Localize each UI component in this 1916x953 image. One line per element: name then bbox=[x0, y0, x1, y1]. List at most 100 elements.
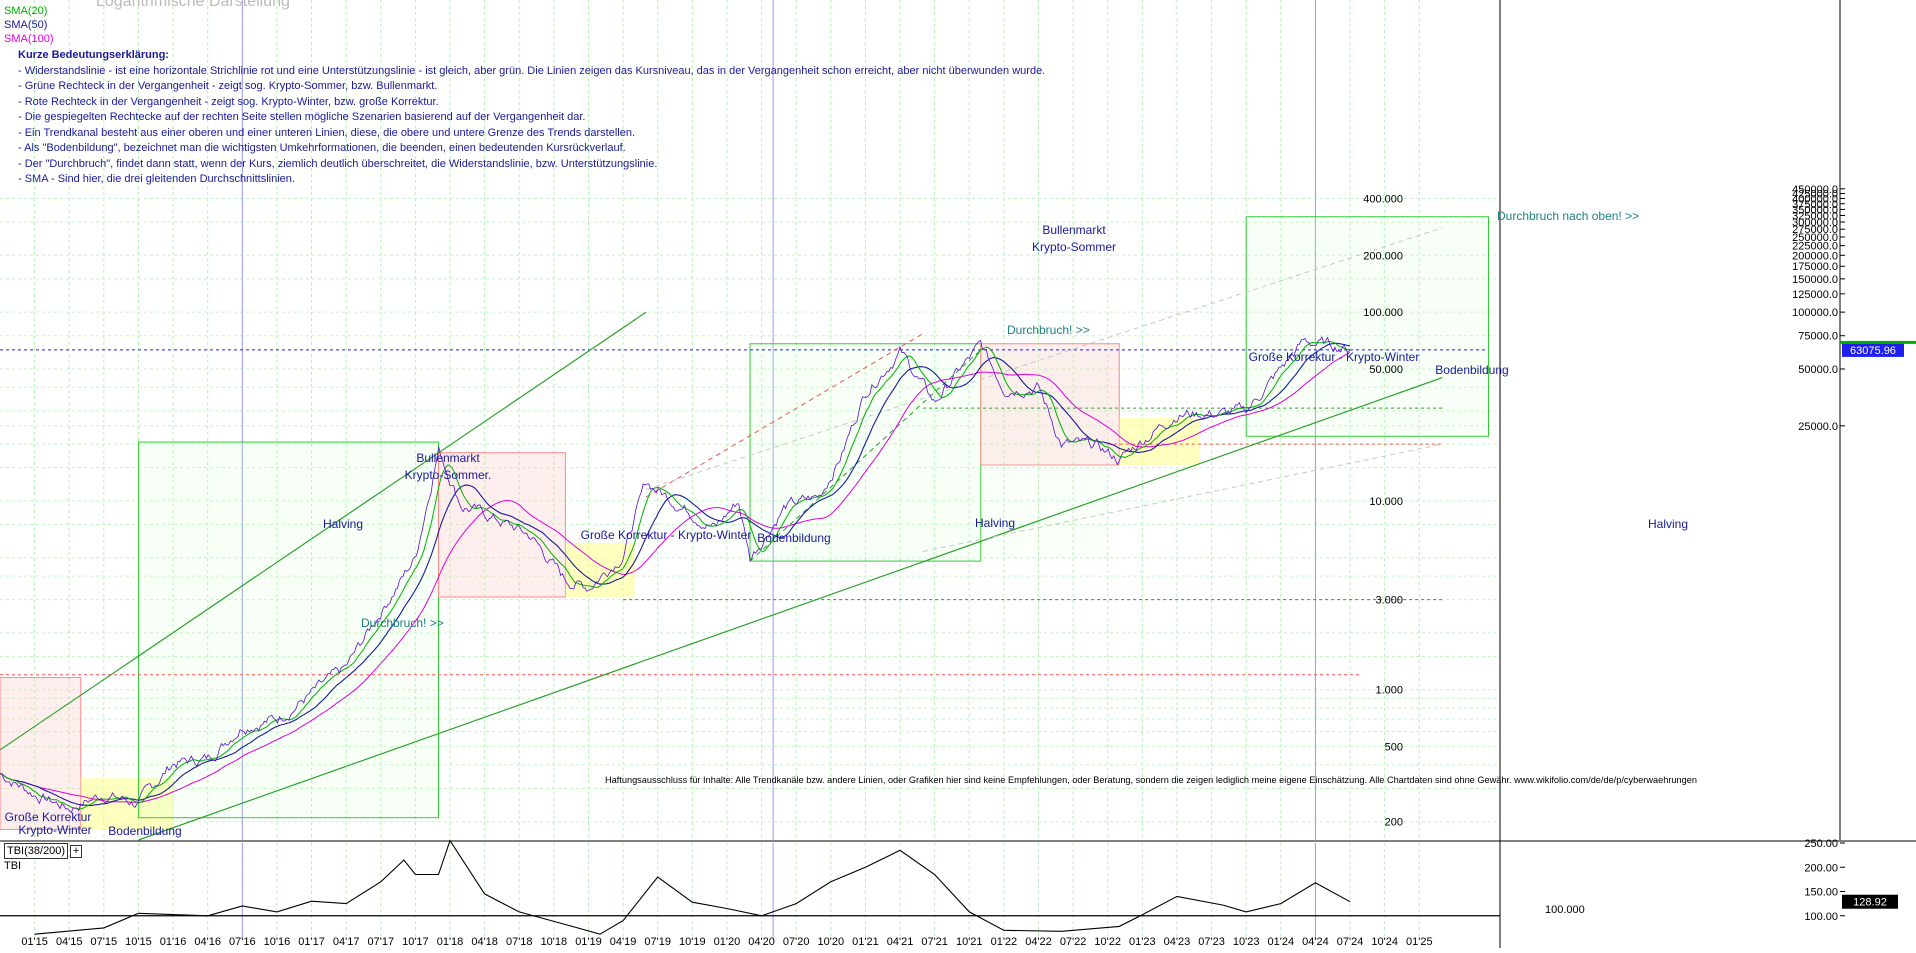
x-tick-label: 01'17 bbox=[298, 936, 325, 948]
sma20-line bbox=[0, 340, 1351, 810]
y-tick-label: 200.000 bbox=[1363, 250, 1403, 262]
legend-sma50: SMA(50) bbox=[4, 19, 48, 31]
zone-rect-red bbox=[0, 677, 82, 830]
annotation-bull1: Bullenmarkt bbox=[416, 451, 480, 465]
x-tick-label: 10'23 bbox=[1233, 936, 1260, 948]
x-tick-label: 04'18 bbox=[471, 936, 498, 948]
right-tick-label: 375000.0 bbox=[1792, 199, 1838, 211]
annotation-korrektur-1a: Große Korrektur bbox=[5, 810, 92, 824]
x-tick-label: 04'19 bbox=[610, 936, 637, 948]
annotation-durchbruch-1: Durchbruch! >> bbox=[361, 616, 444, 630]
notes: Kurze Bedeutungserklärung: - Widerstands… bbox=[18, 48, 1045, 188]
zone-rect-red bbox=[980, 343, 1120, 466]
legend-sma100: SMA(100) bbox=[4, 33, 54, 45]
annotation-bull2: Bullenmarkt bbox=[1042, 223, 1106, 237]
x-tick-label: 01'21 bbox=[852, 936, 879, 948]
x-tick-label: 01'20 bbox=[714, 936, 741, 948]
x-tick-label: 01'15 bbox=[21, 936, 48, 948]
x-tick-label: 04'16 bbox=[194, 936, 221, 948]
right-tick-label: 175000.0 bbox=[1792, 261, 1838, 273]
annotation-bull2-sub: Krypto-Sommer bbox=[1032, 240, 1116, 254]
annotation-korrektur-1b: Krypto-Winter bbox=[18, 823, 91, 837]
notes-line: - Als "Bodenbildung", bezeichnet man die… bbox=[18, 142, 626, 154]
tbi-name: TBI bbox=[4, 860, 22, 872]
x-tick-label: 01'23 bbox=[1129, 936, 1156, 948]
y-tick-label: 3.000 bbox=[1375, 595, 1403, 607]
x-tick-label: 10'20 bbox=[818, 936, 845, 948]
zone-rect-green bbox=[749, 343, 982, 562]
trend-line bbox=[646, 227, 1443, 490]
tbi-indicator-label[interactable]: TBI(38/200) bbox=[4, 843, 69, 859]
tbi-reference-label: 100.000 bbox=[1545, 904, 1585, 916]
x-tick-label: 01'24 bbox=[1268, 936, 1295, 948]
right-tick-label: 300000.0 bbox=[1792, 217, 1838, 229]
notes-line: - Die gespiegelten Rechtecke auf der rec… bbox=[18, 111, 586, 123]
annotation-boden-1: Bodenbildung bbox=[108, 824, 181, 838]
x-tick-label: 10'16 bbox=[264, 936, 291, 948]
right-tick-label: 200000.0 bbox=[1792, 250, 1838, 262]
zone-rect-yellow bbox=[565, 542, 635, 597]
x-tick-label: 07'17 bbox=[367, 936, 394, 948]
right-tick-label: 150000.0 bbox=[1792, 274, 1838, 286]
zone-rect-green-ghost bbox=[980, 348, 1108, 562]
notes-line: - Ein Trendkanal besteht aus einer obere… bbox=[18, 126, 636, 139]
y-tick-label: 500 bbox=[1385, 742, 1403, 754]
notes-line: - SMA - Sind hier, die drei gleitenden D… bbox=[18, 173, 295, 185]
right-tick-label: 425000.0 bbox=[1792, 188, 1838, 200]
notes-line: - Grüne Rechteck in der Vergangenheit - … bbox=[18, 80, 438, 92]
x-tick-label: 01'25 bbox=[1406, 936, 1433, 948]
right-tick-label: 125000.0 bbox=[1792, 289, 1838, 301]
legend: SMA(20) SMA(50) SMA(100) bbox=[4, 4, 54, 46]
trend-line bbox=[0, 311, 647, 751]
annotation-bull1-sub: Krypto-Sommer. bbox=[405, 468, 492, 482]
notes-heading: Kurze Bedeutungserklärung: bbox=[18, 49, 169, 61]
y-tick-label: 10.000 bbox=[1369, 496, 1403, 508]
annotation-korrektur-2: Große Korrektur - Krypto-Winter bbox=[581, 528, 752, 542]
tbi-line bbox=[34, 839, 1351, 935]
right-tick-label: 225000.0 bbox=[1792, 241, 1838, 253]
tbi-tick-label: 150.00 bbox=[1804, 887, 1838, 899]
price-line bbox=[0, 335, 1351, 814]
x-tick-label: 10'21 bbox=[956, 936, 983, 948]
right-tick-label: 350000.0 bbox=[1792, 204, 1838, 216]
right-tick-label: 25000.0 bbox=[1798, 421, 1838, 433]
x-tick-label: 04'17 bbox=[333, 936, 360, 948]
right-tick-label: 100000.0 bbox=[1792, 307, 1838, 319]
annotation-korrektur-3: Große Korrektur - Krypto-Winter bbox=[1249, 350, 1420, 364]
add-indicator-icon[interactable]: + bbox=[70, 845, 83, 858]
x-tick-label: 01'16 bbox=[160, 936, 187, 948]
x-tick-label: 04'24 bbox=[1302, 936, 1329, 948]
zone-rect-green bbox=[1245, 216, 1490, 437]
x-tick-label: 07'18 bbox=[506, 936, 533, 948]
x-tick-label: 10'24 bbox=[1371, 936, 1398, 948]
x-tick-label: 10'17 bbox=[402, 936, 429, 948]
legend-sma20: SMA(20) bbox=[4, 5, 48, 17]
trend-line bbox=[923, 443, 1443, 552]
x-tick-label: 07'19 bbox=[644, 936, 671, 948]
annotation-halving-3: Halving bbox=[1648, 517, 1688, 531]
notes-line: - Der "Durchbruch", findet dann statt, w… bbox=[18, 157, 658, 170]
zone-rect-green bbox=[137, 441, 439, 819]
annotation-durchbruch-3: Durchbruch nach oben! >> bbox=[1497, 209, 1639, 223]
x-tick-label: 07'15 bbox=[91, 936, 118, 948]
right-tick-label: 450000.0 bbox=[1792, 184, 1838, 196]
y-tick-label: 1.000 bbox=[1375, 685, 1403, 697]
right-tick-label: 275000.0 bbox=[1792, 224, 1838, 236]
x-tick-label: 10'15 bbox=[125, 936, 152, 948]
right-tick-label: 400000.0 bbox=[1792, 193, 1838, 205]
tbi-marker bbox=[1842, 894, 1898, 909]
x-tick-label: 01'18 bbox=[437, 936, 464, 948]
trend-line bbox=[138, 377, 1443, 841]
price-marker-accent bbox=[1840, 340, 1916, 344]
sma50-line bbox=[0, 342, 1351, 807]
right-tick-label: 325000.0 bbox=[1792, 210, 1838, 222]
right-tick-label: 50000.0 bbox=[1798, 364, 1838, 376]
tbi-legend: TBI(38/200) + TBI bbox=[4, 843, 83, 873]
x-tick-label: 07'22 bbox=[1060, 936, 1087, 948]
x-tick-label: 07'16 bbox=[229, 936, 256, 948]
x-tick-label: 10'19 bbox=[679, 936, 706, 948]
trend-line bbox=[749, 349, 982, 562]
annotation-halving-2: Halving bbox=[975, 516, 1015, 530]
x-tick-label: 01'19 bbox=[575, 936, 602, 948]
